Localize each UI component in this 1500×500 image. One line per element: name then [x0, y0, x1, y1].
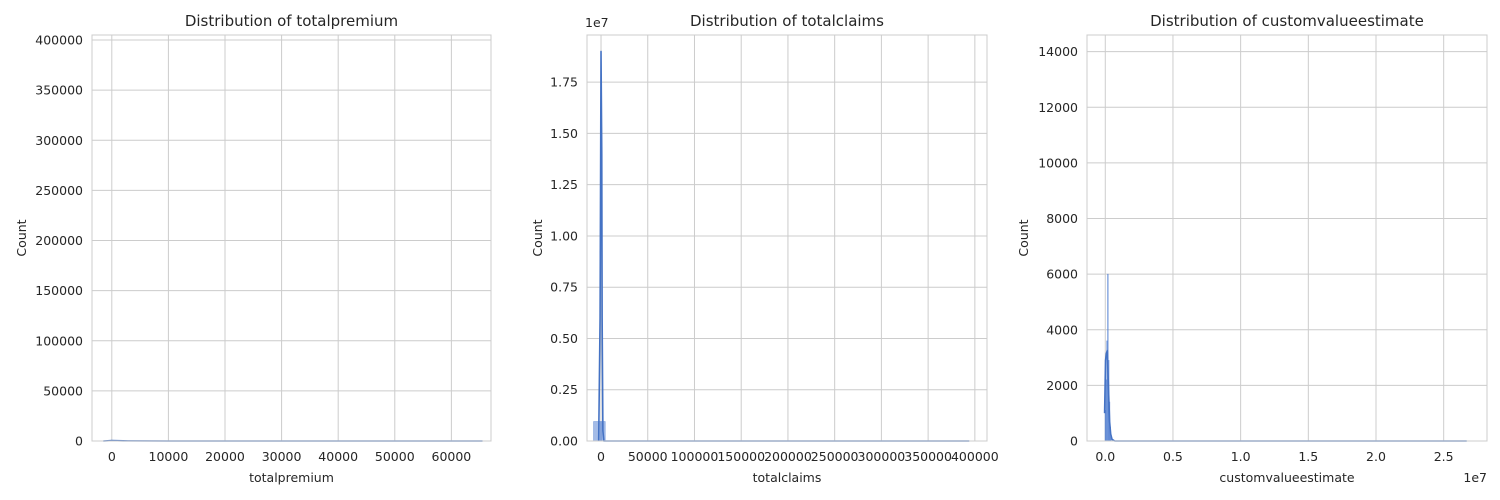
plot-frame [586, 34, 988, 442]
x-tick-label: 20000 [205, 449, 245, 464]
chart-title: Distribution of customvalueestimate [1150, 12, 1424, 30]
chart-panel-2: 0.00 0.25 0.50 0.75 1.00 1.25 1.50 1.75 0 50000 10… [530, 12, 999, 485]
y-tick-label: 1.25 [550, 177, 578, 192]
y-tick-label: 1.00 [550, 228, 578, 243]
y-tick-label: 4000 [1046, 322, 1078, 337]
x-axis-label: totalpremium [249, 470, 334, 485]
chart-title: Distribution of totalclaims [690, 12, 884, 30]
y-tick-label: 14000 [1038, 44, 1078, 59]
chart-panel-3: 0 2000 4000 6000 8000 10000 12000 14000 0.0 0.5 1.… [1016, 12, 1488, 485]
y-tick-label: 1.75 [550, 75, 578, 90]
x-tick-label: 50000 [628, 449, 668, 464]
y-tick-label: 0.75 [550, 280, 578, 295]
x-tick-label: 0 [108, 449, 116, 464]
chart-title: Distribution of totalpremium [185, 12, 398, 30]
x-tick-label: 40000 [318, 449, 358, 464]
histogram-bar [593, 421, 602, 442]
kde-line [597, 50, 970, 442]
y-tick-label: 0.25 [550, 382, 578, 397]
x-tick-label: 250000 [811, 449, 859, 464]
plot-frame [1086, 34, 1488, 442]
y-tick-label: 12000 [1038, 100, 1078, 115]
x-tick-label: 1.0 [1231, 449, 1251, 464]
kde-line [1103, 349, 1467, 442]
y-tick-label: 400000 [35, 33, 83, 48]
y-tick-label: 50000 [43, 383, 83, 398]
y-tick-label: 0 [1070, 434, 1078, 449]
x-tick-label: 300000 [858, 449, 906, 464]
chart-panel-1: 0500001000001500002000002500003000003500… [14, 12, 492, 485]
x-tick-label: 30000 [262, 449, 302, 464]
y-axis-label: Count [530, 219, 545, 256]
x-axis-label: customvalueestimate [1219, 470, 1354, 485]
y-offset-label: 1e7 [585, 15, 609, 30]
y-tick-label: 200000 [35, 233, 83, 248]
x-tick-label: 200000 [764, 449, 812, 464]
x-tick-label: 50000 [375, 449, 415, 464]
plot-frame [91, 34, 492, 442]
y-tick-label: 8000 [1046, 211, 1078, 226]
x-tick-label: 0.5 [1163, 449, 1183, 464]
y-tick-label: 100000 [35, 333, 83, 348]
x-tick-label: 350000 [904, 449, 952, 464]
y-tick-label: 0.50 [550, 331, 578, 346]
x-tick-label: 0 [597, 449, 605, 464]
x-tick-label: 10000 [149, 449, 189, 464]
x-offset-label: 1e7 [1463, 470, 1487, 485]
y-tick-label: 350000 [35, 83, 83, 98]
y-tick-label: 10000 [1038, 155, 1078, 170]
x-tick-label: 60000 [432, 449, 472, 464]
y-tick-label: 0 [75, 434, 83, 449]
y-tick-label: 1.50 [550, 126, 578, 141]
x-axis-label: totalclaims [753, 470, 822, 485]
x-tick-label: 2.5 [1434, 449, 1454, 464]
y-axis-label: Count [14, 219, 29, 256]
x-tick-label: 400000 [951, 449, 999, 464]
y-tick-label: 300000 [35, 133, 83, 148]
x-tick-label: 0.0 [1095, 449, 1115, 464]
x-tick-label: 2.0 [1366, 449, 1386, 464]
y-tick-label: 150000 [35, 283, 83, 298]
x-tick-label: 150000 [717, 449, 765, 464]
y-tick-label: 0.00 [550, 434, 578, 449]
y-tick-label: 6000 [1046, 267, 1078, 282]
x-tick-label: 100000 [671, 449, 719, 464]
x-tick-label: 1.5 [1298, 449, 1318, 464]
y-tick-label: 2000 [1046, 378, 1078, 393]
y-tick-label: 250000 [35, 183, 83, 198]
y-axis-label: Count [1016, 219, 1031, 256]
